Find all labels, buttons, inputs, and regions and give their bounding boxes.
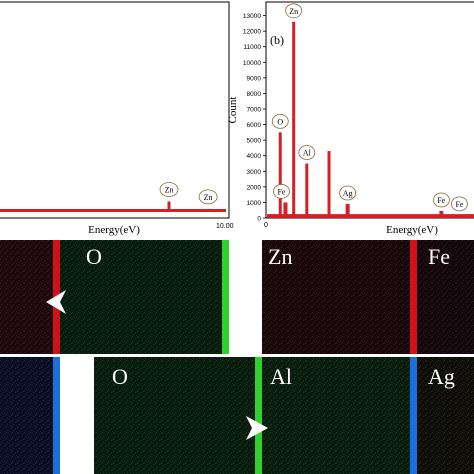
map-Al-noise	[262, 357, 412, 474]
spectrum-b-peak-marker	[339, 185, 357, 201]
spectrum-b-ytick-label: 0	[257, 216, 261, 223]
spectrum-a: Zn Zn Energy(eV) 10.00	[0, 1, 234, 236]
spectrum-b-peak	[457, 214, 462, 218]
spectrum-b-ytick-label: 1000	[247, 200, 262, 207]
spectrum-b-peak	[345, 203, 350, 218]
spectrum-b-ytick-label: 11000	[243, 44, 261, 51]
spectrum-a-peak	[167, 201, 171, 212]
spectrum-b-peak	[327, 151, 331, 218]
map-label-Ag: Ag	[428, 364, 455, 389]
spectrum-b-peak-marker	[432, 192, 450, 208]
spectrum-b-ytick-label: 4000	[247, 153, 262, 160]
spectrum-a-peak-label: Zn	[204, 193, 213, 202]
spectrum-b-peak	[292, 21, 296, 218]
map-Fe-noise	[417, 240, 474, 354]
spectrum-b-peak	[439, 210, 444, 218]
element-maps	[0, 240, 474, 474]
spectrum-b: 0 1000 2000 3000 4000 5000 6000 7000 8000 9000 100…	[227, 1, 474, 236]
spectrum-b-ytick-label: 7000	[247, 107, 262, 114]
spectrum-b-ytick-label: 9000	[247, 75, 262, 82]
spectrum-a-peak-marker	[159, 182, 179, 197]
spectrum-a-marks: Zn Zn	[0, 182, 226, 212]
spectrum-b-peak-marker	[271, 113, 289, 129]
spectrum-b-peak-marker	[285, 3, 303, 19]
map-Ag-noise	[417, 357, 474, 474]
spectrum-b-xlabel: Energy(eV)	[386, 224, 438, 236]
map-tl-red-noise	[0, 240, 56, 354]
spectrum-b-peak	[283, 202, 288, 218]
bar-red-tr	[410, 240, 417, 354]
spectrum-b-ytick-label: 3000	[247, 169, 262, 176]
map-bl-blue-noise	[0, 357, 56, 474]
spectrum-b-peak-label: Fe	[455, 200, 463, 209]
spectrum-a-peak-label: Zn	[165, 186, 174, 195]
map-label-O-top: O	[86, 244, 102, 269]
bar-blue-bl	[53, 357, 60, 474]
spectrum-a-peak	[206, 208, 210, 212]
map-label-Al: Al	[270, 364, 292, 389]
spectrum-b-panel-label: (b)	[270, 33, 284, 47]
spectrum-b-peak-label: Fe	[437, 196, 445, 205]
map-label-Zn: Zn	[268, 244, 293, 269]
spectrum-b-peak-label: Zn	[289, 7, 298, 16]
chevron-left-icon[interactable]	[46, 290, 66, 314]
spectrum-b-ytick-label: 10000	[243, 60, 261, 67]
spectrum-b-baseline	[267, 214, 474, 218]
spectrum-b-xtick: 0	[264, 222, 268, 229]
bar-green-bottom	[255, 357, 262, 474]
chevron-right-icon[interactable]	[246, 416, 268, 440]
spectrum-b-ytick-label: 12000	[243, 29, 261, 36]
spectrum-b-ytick-label: 8000	[247, 91, 262, 98]
spectrum-b-ytick-label: 2000	[247, 184, 262, 191]
spectrum-a-xlabel: Energy(eV)	[88, 224, 140, 236]
spectrum-a-baseline	[0, 209, 226, 212]
spectrum-a-peak-marker	[198, 189, 218, 205]
spectrum-b-peak	[278, 132, 282, 218]
map-label-Fe: Fe	[428, 244, 450, 269]
bar-blue-br	[410, 357, 417, 474]
map-O-top-noise	[60, 240, 225, 354]
spectrum-b-marks: 0 1000 2000 3000 4000 5000 6000 7000 8000 9000 100…	[243, 3, 474, 223]
spectrum-b-ytick-label: 6000	[247, 122, 262, 129]
spectrum-b-peak-marker	[273, 184, 290, 199]
spectrum-a-frame	[0, 1, 230, 219]
spectrum-b-peak-label: O	[277, 117, 283, 126]
spectrum-b-peak-marker	[451, 196, 468, 212]
spectrum-b-ylabel: Count	[227, 97, 239, 124]
spectrum-b-ytick-label: 13000	[243, 13, 261, 20]
map-O-bottom-noise	[94, 357, 258, 474]
spectrum-b-peak	[305, 163, 309, 218]
spectrum-b-peak-label: Fe	[277, 187, 285, 196]
spectrum-a-xtick: 10.00	[216, 223, 234, 230]
map-label-O-bottom: O	[112, 364, 128, 389]
spectrum-b-ytick-label: 5000	[247, 138, 262, 145]
spectrum-b-peak-label: Al	[303, 149, 312, 158]
map-Zn-noise	[262, 240, 412, 354]
spectrum-b-peak-marker	[298, 145, 316, 160]
spectrum-b-peak-label: Ag	[343, 189, 353, 198]
spectrum-b-frame	[265, 1, 474, 219]
bar-green-tl	[222, 240, 229, 354]
